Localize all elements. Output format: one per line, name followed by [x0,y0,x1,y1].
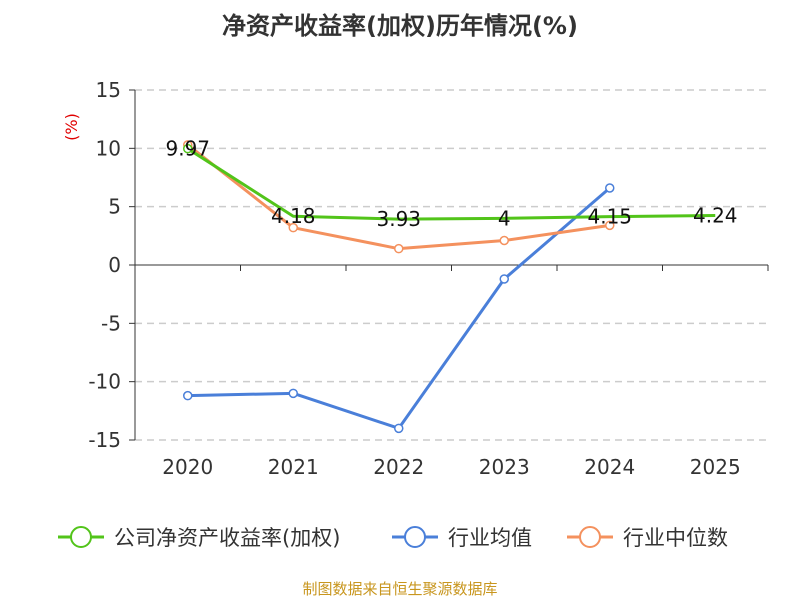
x-tick-label: 2020 [162,455,213,479]
y-tick-label: -10 [88,370,121,394]
series-points [183,140,615,434]
data-labels: 9.97 4.18 3.93 4 4.15 4.24 [165,137,737,231]
data-label: 4.15 [587,205,632,229]
data-point [394,243,404,254]
legend-marker [579,526,601,548]
y-tick-labels: 15 10 5 0 -5 -10 -15 [88,78,121,452]
data-label: 9.97 [165,137,210,161]
y-tick-label: 15 [96,78,121,102]
legend-marker [404,526,426,548]
legend: 公司净资产收益率(加权) 行业均值 行业中位数 [58,526,728,550]
x-tick-label: 2025 [690,455,741,479]
data-label: 4 [498,206,511,230]
data-point [288,222,298,233]
data-point [605,220,615,231]
y-tick-label: 5 [108,195,121,219]
y-tick-label: -5 [101,311,121,335]
y-axis-label: (%) [62,113,81,141]
data-point [499,274,509,284]
series-line-0 [186,147,716,221]
data-point [499,235,509,246]
legend-marker [70,526,92,548]
x-tick-labels: 2020 2021 2022 2023 2024 2025 [162,455,740,479]
data-label: 4.18 [271,204,316,228]
x-tick-label: 2021 [268,455,319,479]
data-label: 3.93 [376,207,421,231]
x-tick-label: 2024 [584,455,635,479]
axes [129,89,769,441]
series-line-2 [186,143,610,251]
data-point [394,423,404,434]
source-note: 制图数据来自恒生聚源数据库 [302,580,497,598]
legend-label: 行业均值 [448,526,532,550]
x-tick-label: 2023 [479,455,530,479]
chart-title: 净资产收益率(加权)历年情况(%) [222,12,578,40]
grid-lines [135,89,768,441]
data-point [183,143,193,154]
series-lines [186,143,716,430]
x-tick-label: 2022 [373,455,424,479]
legend-label: 行业中位数 [623,526,728,550]
data-point [183,390,193,401]
data-point [288,388,298,399]
y-tick-label: 10 [96,136,121,160]
data-label: 4.24 [693,204,738,228]
legend-label: 公司净资产收益率(加权) [114,526,340,550]
data-point [605,183,615,193]
y-tick-label: 0 [108,253,121,277]
y-tick-label: -15 [88,428,121,452]
